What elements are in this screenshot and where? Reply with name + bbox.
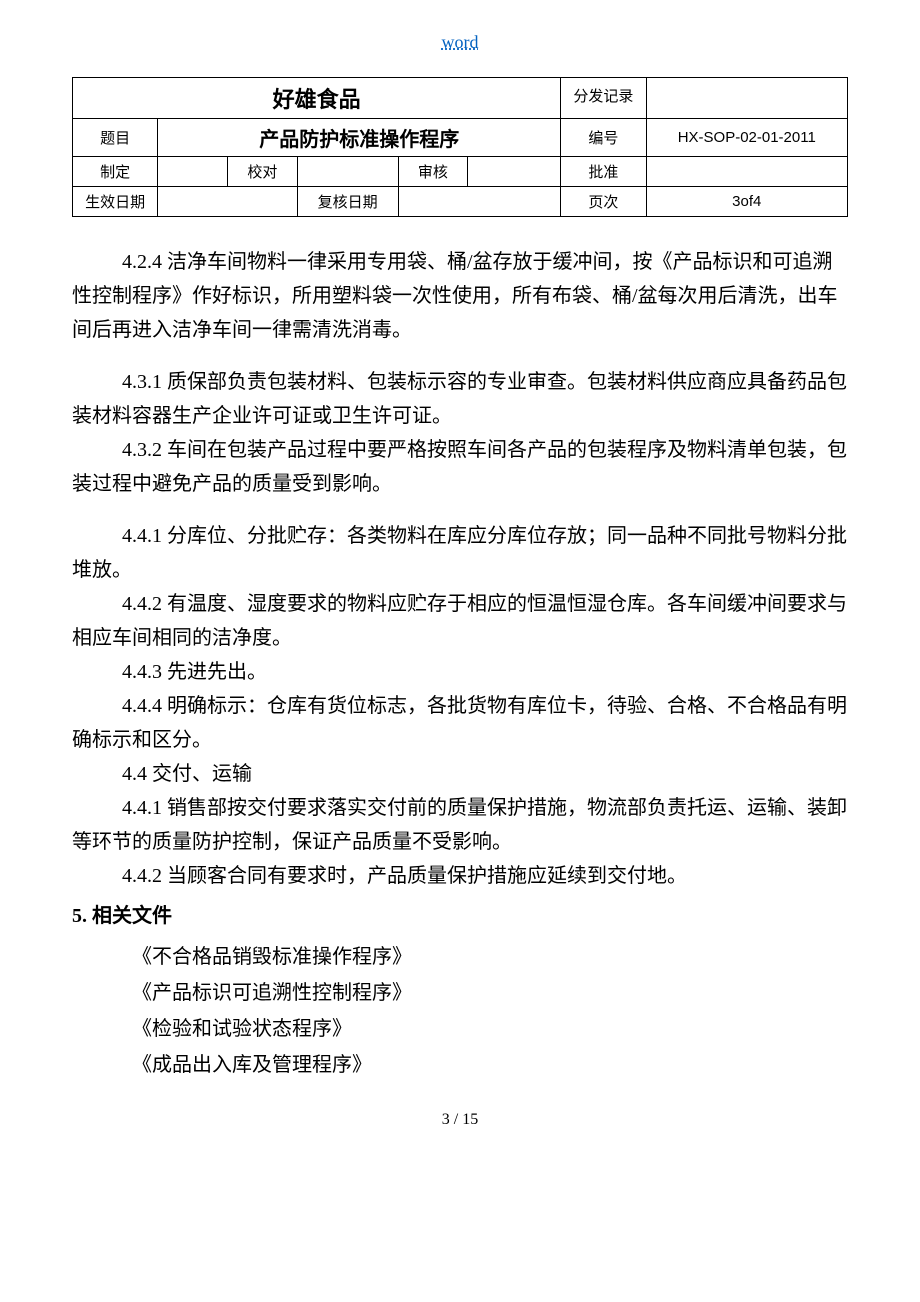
page-value-cell: 3of4 (646, 187, 848, 217)
table-row: 生效日期 复核日期 页次 3of4 (73, 187, 848, 217)
recheck-date-label-cell: 复核日期 (297, 187, 398, 217)
make-value-cell (158, 157, 228, 187)
code-label-cell: 编号 (561, 119, 646, 157)
paragraph: 4.4.2 有温度、湿度要求的物料应贮存于相应的恒温恒湿仓库。各车间缓冲间要求与… (72, 587, 848, 655)
list-item: 《成品出入库及管理程序》 (132, 1047, 848, 1083)
paragraph: 4.3.1 质保部负责包装材料、包装标示容的专业审查。包装材料供应商应具备药品包… (72, 365, 848, 433)
approve-label-cell: 批准 (561, 157, 646, 187)
page-label-cell: 页次 (561, 187, 646, 217)
list-item: 《产品标识可追溯性控制程序》 (132, 975, 848, 1011)
table-row: 制定 校对 审核 批准 (73, 157, 848, 187)
list-item: 《不合格品销毁标准操作程序》 (132, 939, 848, 975)
table-row: 题目 产品防护标准操作程序 编号 HX-SOP-02-01-2011 (73, 119, 848, 157)
page-footer: 3 / 15 (72, 1111, 848, 1129)
recheck-date-value-cell (398, 187, 561, 217)
eff-date-label-cell: 生效日期 (73, 187, 158, 217)
paragraph: 4.4.1 分库位、分批贮存：各类物料在库应分库位存放；同一品种不同批号物料分批… (72, 519, 848, 587)
check-value-cell (297, 157, 398, 187)
check-label-cell: 校对 (228, 157, 298, 187)
list-item: 《检验和试验状态程序》 (132, 1011, 848, 1047)
meta-table: 好雄食品 分发记录 题目 产品防护标准操作程序 编号 HX-SOP-02-01-… (72, 77, 848, 217)
dist-value-cell (646, 78, 848, 119)
header-link: word (72, 32, 848, 53)
body-content: 4.2.4 洁净车间物料一律采用专用袋、桶/盆存放于缓冲间，按《产品标识和可追溯… (72, 245, 848, 1083)
review-label-cell: 审核 (398, 157, 468, 187)
make-label-cell: 制定 (73, 157, 158, 187)
paragraph: 4.4.3 先进先出。 (72, 655, 848, 689)
document-page: word 好雄食品 分发记录 题目 产品防护标准操作程序 编号 HX-SOP-0… (0, 0, 920, 1169)
paragraph: 4.2.4 洁净车间物料一律采用专用袋、桶/盆存放于缓冲间，按《产品标识和可追溯… (72, 245, 848, 347)
approve-value-cell (646, 157, 848, 187)
code-value-cell: HX-SOP-02-01-2011 (646, 119, 848, 157)
review-value-cell (468, 157, 561, 187)
related-docs-list: 《不合格品销毁标准操作程序》 《产品标识可追溯性控制程序》 《检验和试验状态程序… (132, 939, 848, 1083)
company-cell: 好雄食品 (73, 78, 561, 119)
topic-value-cell: 产品防护标准操作程序 (158, 119, 561, 157)
topic-label-cell: 题目 (73, 119, 158, 157)
paragraph: 4.4.1 销售部按交付要求落实交付前的质量保护措施，物流部负责托运、运输、装卸… (72, 791, 848, 859)
section-5-title: 5. 相关文件 (72, 899, 848, 933)
header-link-text: word (442, 32, 479, 52)
dist-label-cell: 分发记录 (561, 78, 646, 119)
eff-date-value-cell (158, 187, 298, 217)
table-row: 好雄食品 分发记录 (73, 78, 848, 119)
paragraph: 4.4 交付、运输 (72, 757, 848, 791)
paragraph: 4.4.4 明确标示：仓库有货位标志，各批货物有库位卡，待验、合格、不合格品有明… (72, 689, 848, 757)
paragraph: 4.4.2 当顾客合同有要求时，产品质量保护措施应延续到交付地。 (72, 859, 848, 893)
paragraph: 4.3.2 车间在包装产品过程中要严格按照车间各产品的包装程序及物料清单包装，包… (72, 433, 848, 501)
